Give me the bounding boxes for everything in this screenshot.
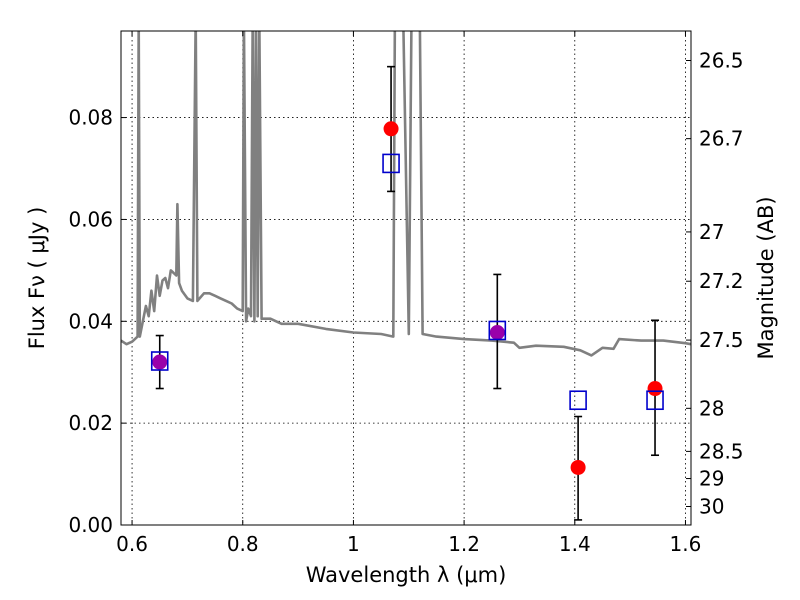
right-tick-label: 27.5 — [699, 328, 744, 352]
right-axis-label: Magnitude (AB) — [754, 196, 778, 359]
right-tick-label: 27.2 — [699, 269, 744, 293]
x-tick-label: 0.8 — [227, 532, 259, 556]
y-tick-label: 0.06 — [68, 207, 113, 231]
model-spectrum-layer — [121, 31, 691, 357]
right-tick-label: 29 — [699, 467, 724, 491]
x-tick-label: 1 — [347, 532, 360, 556]
observed-point — [489, 324, 505, 340]
right-tick-label: 26.5 — [699, 49, 744, 73]
y-tick-label: 0.08 — [68, 106, 113, 130]
right-tick-label: 28.5 — [699, 439, 744, 463]
model-photometry-square — [488, 320, 507, 341]
x-tick-label: 1.6 — [670, 532, 702, 556]
x-axis-label: Wavelength λ (μm) — [306, 563, 507, 587]
observed-point — [383, 121, 399, 137]
observed-points-layer — [152, 121, 663, 475]
observed-point — [152, 354, 168, 370]
model-spectrum-line — [121, 31, 691, 357]
observed-point — [570, 459, 586, 475]
model-photometry-layer — [150, 153, 664, 411]
plot-frame — [120, 30, 692, 526]
right-tick-label: 30 — [699, 495, 724, 519]
right-axis-ticks: 26.5 26.7 27 27.2 27.5 28 28.5 29 30 — [686, 49, 744, 519]
x-axis-ticks: 0.6 0.8 1 1.2 1.4 1.6 — [116, 31, 701, 556]
model-photometry-square — [382, 153, 400, 174]
model-photometry-square — [569, 390, 587, 411]
observed-point — [647, 381, 663, 397]
x-tick-label: 0.6 — [116, 532, 148, 556]
y-axis-ticks: 0.00 0.02 0.04 0.06 0.08 — [68, 106, 126, 537]
y-tick-label: 0.02 — [68, 411, 113, 435]
x-tick-label: 1.4 — [559, 532, 591, 556]
x-tick-label: 1.2 — [448, 532, 480, 556]
right-tick-label: 26.7 — [699, 127, 744, 151]
y-axis-label: Flux Fν ( μJy ) — [25, 207, 49, 350]
y-tick-label: 0.00 — [68, 513, 113, 537]
model-photometry-square — [150, 351, 169, 371]
right-tick-label: 27 — [699, 220, 724, 244]
model-photometry-square — [646, 390, 664, 411]
y-tick-label: 0.04 — [68, 309, 113, 333]
right-tick-label: 28 — [699, 396, 724, 420]
